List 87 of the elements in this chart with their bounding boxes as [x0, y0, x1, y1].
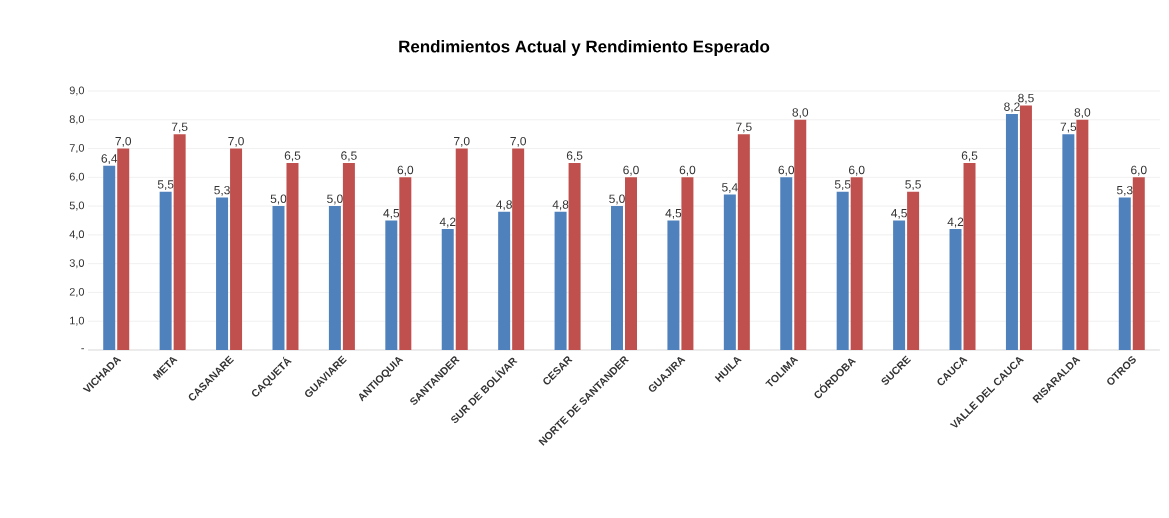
y-tick-label: -	[81, 348, 84, 350]
data-label: 6,0	[1131, 165, 1147, 176]
data-label: 6,0	[679, 165, 696, 176]
y-tick-label: 8,0	[69, 115, 85, 125]
bar	[512, 148, 525, 350]
bar	[159, 191, 172, 350]
bar	[780, 177, 793, 350]
data-label: 5,5	[834, 180, 851, 191]
data-label: 7,5	[736, 122, 752, 133]
bar	[216, 197, 229, 350]
data-label: 5,0	[327, 194, 343, 205]
y-tick-label: 2,0	[69, 287, 85, 297]
bar	[681, 177, 694, 350]
bar	[625, 177, 637, 350]
bar	[230, 148, 243, 350]
data-label: 5,0	[270, 194, 287, 205]
data-label: 7,0	[454, 136, 470, 147]
data-label: 8,0	[792, 108, 809, 119]
data-label: 7,0	[228, 136, 244, 147]
data-label: 4,2	[439, 217, 456, 228]
y-tick-label: 6,0	[69, 172, 85, 182]
y-tick-label: 7,0	[69, 144, 85, 154]
data-label: 8,0	[1074, 108, 1091, 119]
data-label: 4,5	[891, 209, 907, 219]
y-tick-label: 5,0	[69, 201, 85, 211]
bar	[385, 220, 398, 350]
bar	[1076, 119, 1089, 350]
data-label: 6,5	[566, 151, 583, 162]
data-label: 4,8	[552, 200, 569, 211]
bar	[498, 211, 511, 350]
data-label: 5,5	[905, 180, 921, 191]
data-label: 8,2	[1004, 102, 1020, 113]
data-label: 7,0	[115, 136, 132, 147]
bar	[893, 220, 906, 350]
bar	[328, 206, 341, 350]
y-tick-label: 4,0	[69, 230, 85, 240]
data-label: 4,5	[383, 209, 400, 219]
bar	[173, 134, 186, 350]
bar	[1062, 134, 1075, 350]
data-label: 5,4	[722, 183, 738, 193]
bar	[286, 162, 299, 350]
bar	[103, 165, 116, 350]
y-tick-label: 9,0	[69, 86, 85, 96]
bar	[850, 177, 863, 350]
data-label: 7,5	[1060, 122, 1077, 133]
bar	[794, 119, 807, 350]
bar	[1132, 177, 1145, 350]
bar	[963, 162, 976, 350]
bar	[342, 162, 355, 350]
bar	[1118, 197, 1131, 350]
bar	[441, 229, 454, 350]
data-label: 5,3	[214, 185, 230, 196]
bar	[949, 229, 962, 350]
data-label: 6,5	[961, 151, 978, 162]
bar	[667, 220, 680, 350]
data-label: 6,0	[397, 165, 414, 176]
bar	[272, 206, 285, 350]
data-label: 4,5	[665, 209, 682, 219]
bar	[611, 206, 623, 350]
data-label: 6,5	[284, 151, 301, 162]
bar	[737, 134, 750, 350]
data-label: 6,0	[623, 165, 639, 176]
bar	[907, 191, 920, 350]
bar	[399, 177, 412, 350]
data-label: 5,3	[1116, 185, 1133, 196]
bar	[455, 148, 468, 350]
y-tick-label: 3,0	[69, 259, 85, 269]
bar	[117, 148, 130, 350]
data-label: 5,5	[157, 180, 174, 191]
bar	[568, 162, 581, 350]
data-label: 4,8	[496, 200, 512, 211]
data-label: 6,0	[778, 165, 795, 176]
data-label: 6,0	[848, 165, 865, 176]
data-label: 4,2	[947, 217, 964, 228]
data-label: 6,5	[341, 151, 357, 162]
y-tick-label: 1,0	[70, 316, 85, 326]
bar	[1005, 114, 1018, 350]
bar	[554, 211, 567, 350]
bar	[836, 191, 849, 350]
data-label: 7,5	[171, 122, 188, 133]
data-label: 7,0	[510, 136, 527, 147]
data-label: 6,4	[101, 154, 118, 165]
data-label: 5,0	[609, 194, 625, 205]
bar	[723, 194, 736, 350]
data-label: 8,5	[1018, 93, 1034, 104]
chart-title: Rendimientos Actual y Rendimiento Esperado	[399, 40, 770, 56]
bar	[1019, 105, 1032, 350]
